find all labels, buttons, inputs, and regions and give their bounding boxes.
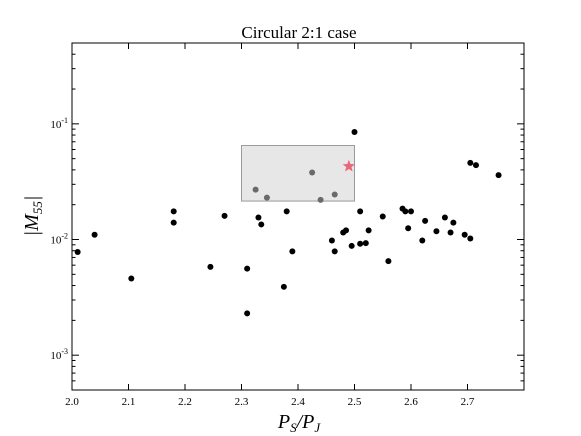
- plot-frame: [71, 42, 525, 391]
- data-point: [357, 240, 364, 247]
- plot-area: [74, 129, 502, 317]
- data-point: [362, 240, 369, 247]
- data-point: [433, 228, 440, 235]
- x-axis-label: PS/PJ: [277, 411, 322, 435]
- data-point: [331, 191, 338, 198]
- axes: 2.0 2.1 2.2 2.3 2.4 2.5 2.6 2.7 10-1 10-2 10-3: [50, 42, 524, 408]
- y-tick-label: 10-2: [50, 232, 68, 247]
- data-point: [207, 263, 214, 270]
- y-tick-label: 10-1: [50, 116, 68, 131]
- data-point: [343, 227, 350, 234]
- data-point: [280, 283, 287, 290]
- y-tick-label: 10-3: [50, 347, 68, 362]
- data-point: [357, 208, 364, 215]
- data-point: [402, 208, 409, 215]
- data-point: [447, 229, 454, 236]
- data-point: [317, 196, 324, 203]
- data-point: [328, 237, 335, 244]
- data-point: [263, 194, 270, 201]
- x-tick-label: 2.6: [404, 396, 418, 408]
- y-axis-label: |M55|: [21, 196, 45, 237]
- x-tick-label: 2.3: [235, 396, 249, 408]
- data-point: [405, 225, 412, 232]
- data-point: [467, 235, 474, 242]
- data-point: [170, 208, 177, 215]
- x-tick-label: 2.0: [65, 396, 79, 408]
- data-point: [472, 162, 479, 169]
- data-point: [170, 219, 177, 226]
- data-point: [289, 248, 296, 255]
- chart-title: Circular 2:1 case: [241, 23, 356, 42]
- data-point: [461, 231, 468, 238]
- highlight-region: [241, 144, 355, 202]
- x-tick-label: 2.4: [291, 396, 305, 408]
- x-tick-label: 2.2: [178, 396, 192, 408]
- data-point: [309, 169, 316, 176]
- star-marker: [342, 159, 356, 172]
- data-point: [422, 217, 429, 224]
- data-point: [365, 227, 372, 234]
- data-point: [283, 208, 290, 215]
- data-point: [331, 248, 338, 255]
- data-point: [385, 258, 392, 265]
- data-point: [467, 159, 474, 166]
- data-point: [255, 214, 262, 221]
- data-point: [379, 213, 386, 220]
- x-tick-label: 2.7: [461, 396, 475, 408]
- data-point: [244, 310, 251, 317]
- data-point: [419, 237, 426, 244]
- data-point: [495, 172, 502, 179]
- data-point: [244, 265, 251, 272]
- data-point: [441, 214, 448, 221]
- data-point: [128, 275, 135, 282]
- data-point: [221, 212, 228, 219]
- data-point: [252, 186, 259, 193]
- data-point: [91, 231, 98, 238]
- data-point: [258, 221, 265, 228]
- data-point: [450, 219, 457, 226]
- data-point: [408, 208, 414, 215]
- data-point: [351, 129, 358, 136]
- x-tick-label: 2.1: [122, 396, 136, 408]
- x-tick-label: 2.5: [348, 396, 362, 408]
- data-point: [74, 248, 81, 255]
- data-point: [348, 242, 355, 249]
